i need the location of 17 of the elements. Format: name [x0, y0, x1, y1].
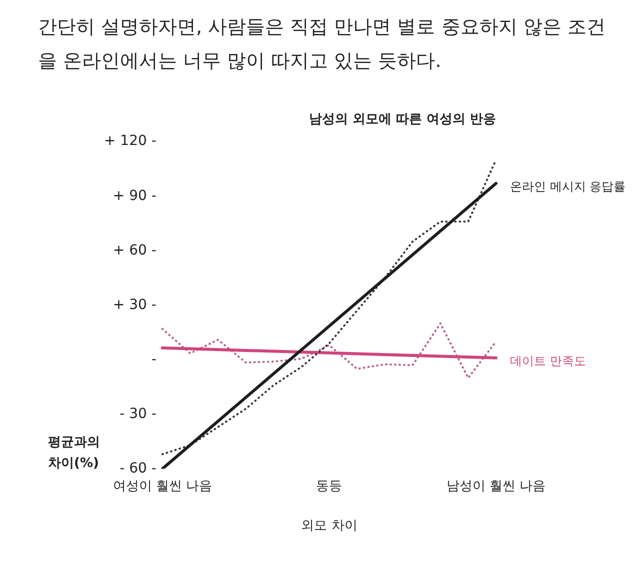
x-tick-label: 여성이 훨씬 나음: [112, 479, 212, 494]
x-axis-title: 외모 차이: [301, 518, 358, 534]
line-series: [161, 322, 497, 380]
y-tick-label: -: [151, 352, 156, 368]
y-tick-label: + 30 -: [112, 297, 156, 314]
text: 간단히 설명하자면, 사람들은 직접 만나면 별로 중요하지 않은 조건을 온라인에서는 너무 많이 따지고 있는 듯하다.: [38, 15, 606, 74]
series-label: 온라인 메시지 응답률: [510, 180, 626, 194]
y-tick-label: - 60 -: [120, 460, 156, 477]
series-label: 데이트 만족도: [510, 354, 586, 368]
y-tick-label: + 90 -: [112, 188, 156, 204]
y-tick-label: + 120 -: [104, 134, 156, 150]
y-tick-label: - 30 -: [120, 406, 156, 422]
chart-title: 남성의 외모에 따른 여성의 반응: [308, 112, 496, 128]
y-tick-label: + 60 -: [112, 242, 156, 259]
y-axis-title: 평균과의 차이(%): [48, 434, 101, 474]
x-tick-label: 동등: [316, 479, 342, 494]
x-tick-label: 남성이 훨씬 나음: [446, 479, 546, 494]
